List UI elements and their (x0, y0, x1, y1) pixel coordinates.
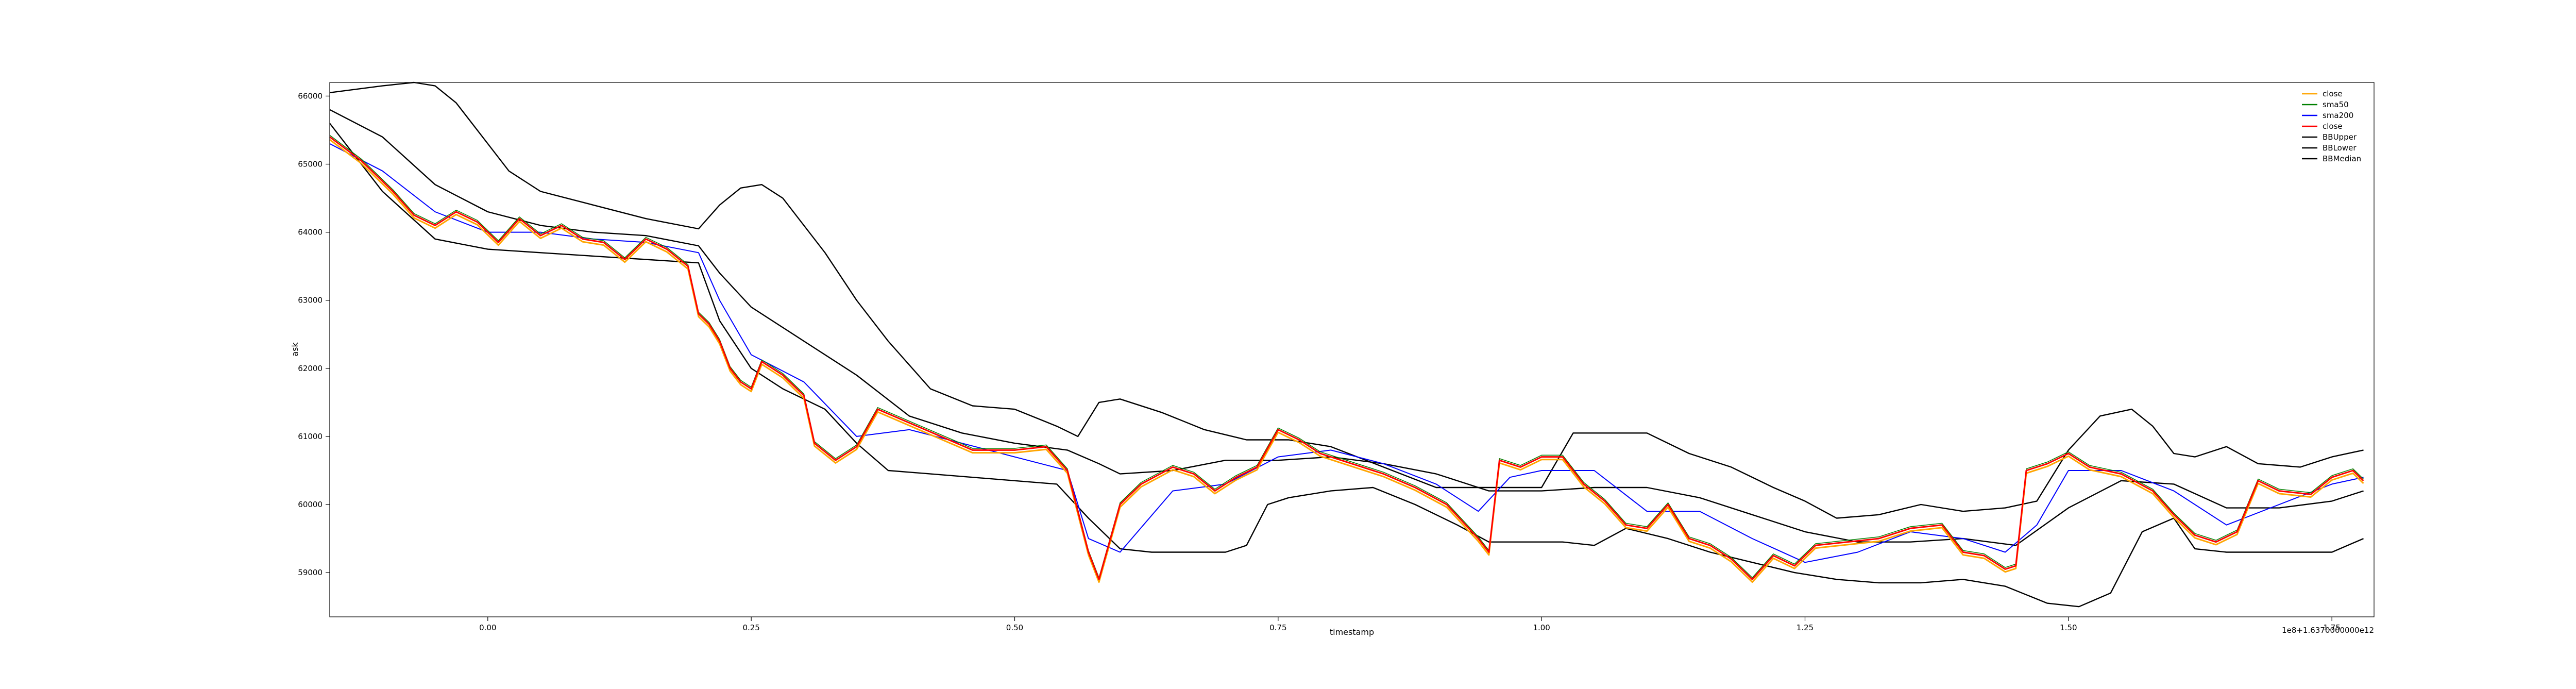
series-bbmedian (329, 109, 2364, 546)
y-tick-label: 59000 (298, 568, 323, 577)
series-bbupper (329, 81, 2364, 519)
plot-area (330, 82, 2374, 617)
x-axis-label: timestamp (1330, 627, 1374, 637)
series-sma200 (329, 143, 2364, 563)
legend-label: sma200 (2323, 111, 2353, 120)
y-tick-label: 62000 (298, 364, 323, 373)
plot-frame (329, 82, 2375, 617)
x-offset-label: 1e8+1.6370000000e12 (2282, 626, 2374, 635)
series-layer (329, 81, 2364, 608)
legend-label: sma50 (2323, 100, 2349, 109)
x-tick-label: 0.75 (1269, 623, 1286, 632)
y-tick-label: 66000 (298, 91, 323, 100)
y-tick-label: 61000 (298, 432, 323, 441)
x-tick-label: 1.50 (2060, 623, 2077, 632)
y-tick-label: 60000 (298, 500, 323, 509)
x-tick-label: 0.25 (742, 623, 759, 632)
legend: closesma50sma200closeBBUpperBBLowerBBMed… (2302, 89, 2361, 163)
series-close (329, 136, 2364, 580)
y-axis-label: ask (290, 342, 300, 357)
legend-label: BBLower (2323, 143, 2357, 153)
x-tick-label: 0.00 (479, 623, 496, 632)
x-tick-label: 0.50 (1006, 623, 1023, 632)
y-axis: 59000 60000 61000 62000 63000 64000 65000 66000 (298, 91, 330, 577)
series-bblower (329, 123, 2364, 608)
x-tick-label: 1.75 (2323, 623, 2340, 632)
y-tick-label: 63000 (298, 296, 323, 305)
legend-label: BBMedian (2323, 154, 2361, 163)
x-axis: 0.00 0.25 0.50 0.75 1.00 1.25 1.50 1.75 (479, 617, 2341, 632)
y-tick-label: 65000 (298, 160, 323, 169)
legend-label: close (2323, 122, 2343, 131)
legend-label: close (2323, 89, 2343, 98)
x-tick-label: 1.00 (1533, 623, 1550, 632)
legend-label: BBUpper (2323, 132, 2357, 142)
x-tick-label: 1.25 (1797, 623, 1814, 632)
y-tick-label: 64000 (298, 228, 323, 237)
